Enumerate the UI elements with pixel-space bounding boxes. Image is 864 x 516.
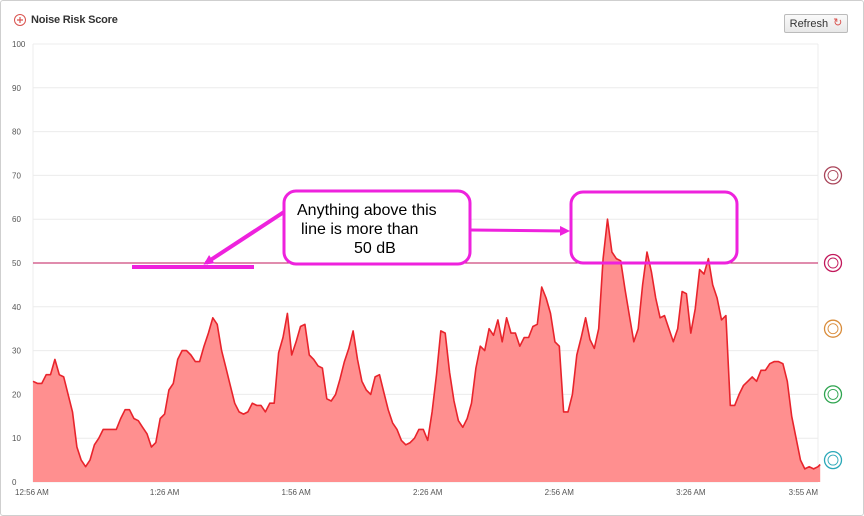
zone-icon-inner bbox=[827, 388, 839, 400]
y-tick-label: 30 bbox=[12, 347, 21, 356]
x-tick-label: 2:56 AM bbox=[545, 488, 575, 497]
x-tick-label: 2:26 AM bbox=[413, 488, 443, 497]
x-tick-label: 3:55 AM bbox=[789, 488, 819, 497]
x-tick-label: 3:26 AM bbox=[676, 488, 706, 497]
zone-icon-inner bbox=[827, 257, 839, 269]
speech-zone-icon bbox=[823, 385, 843, 404]
y-tick-label: 100 bbox=[12, 40, 26, 49]
hands-zone-icon bbox=[823, 253, 843, 273]
y-tick-label: 50 bbox=[12, 259, 21, 268]
y-tick-label: 90 bbox=[12, 84, 21, 93]
series-layer bbox=[32, 218, 821, 482]
refresh-icon: ↻ bbox=[833, 17, 843, 29]
sleep-zone-icon bbox=[823, 450, 843, 470]
series-area bbox=[33, 219, 821, 482]
noise-score-icon bbox=[14, 14, 26, 26]
zone-icon-ring bbox=[823, 385, 843, 404]
zone-icon-inner bbox=[827, 454, 839, 466]
zone-icon-ring bbox=[823, 166, 843, 185]
annotation-callout-box bbox=[282, 189, 472, 266]
annotation-line-1: Anything above this bbox=[297, 202, 437, 219]
annotation-arrow-right bbox=[469, 225, 570, 236]
panel-header: Noise Risk Score bbox=[14, 14, 118, 26]
annotation-layer: Anything above this line is more than 50… bbox=[132, 189, 739, 269]
y-tick-label: 70 bbox=[12, 171, 21, 180]
x-tick-label: 1:26 AM bbox=[150, 488, 180, 497]
y-tick-label: 20 bbox=[12, 390, 21, 399]
y-tick-label: 60 bbox=[12, 215, 21, 224]
refresh-label: Refresh bbox=[789, 17, 829, 30]
explosion-zone-icon bbox=[823, 166, 843, 185]
x-tick-label: 1:56 AM bbox=[281, 488, 311, 497]
x-axis: 12:56 AM 1:26 AM 1:56 AM 2:26 AM 2:56 AM 3:26… bbox=[15, 488, 818, 497]
y-tick-label: 0 bbox=[12, 478, 17, 487]
tv-zone-icon bbox=[823, 319, 843, 338]
annotation-line-3: 50 dB bbox=[354, 240, 396, 257]
panel-title: Noise Risk Score bbox=[31, 14, 118, 26]
zone-icon-ring bbox=[823, 253, 843, 273]
zone-icons bbox=[823, 166, 843, 470]
x-tick-label: 12:56 AM bbox=[15, 488, 49, 497]
y-tick-label: 80 bbox=[12, 128, 21, 137]
series-line bbox=[32, 218, 821, 470]
annotation-arrow-left bbox=[203, 208, 289, 265]
annotation-line-2: line is more than bbox=[301, 221, 418, 238]
y-tick-label: 10 bbox=[12, 434, 21, 443]
zone-icon-inner bbox=[827, 323, 839, 335]
zone-icon-inner bbox=[827, 169, 839, 181]
y-axis: 0 10 20 30 40 50 60 70 80 90 100 bbox=[12, 40, 26, 487]
refresh-button[interactable]: Refresh ↻ bbox=[784, 14, 848, 33]
zone-icon-ring bbox=[823, 450, 843, 470]
annotation-peak-highlight bbox=[569, 190, 739, 265]
zone-icon-ring bbox=[823, 319, 843, 338]
y-tick-label: 40 bbox=[12, 303, 21, 312]
